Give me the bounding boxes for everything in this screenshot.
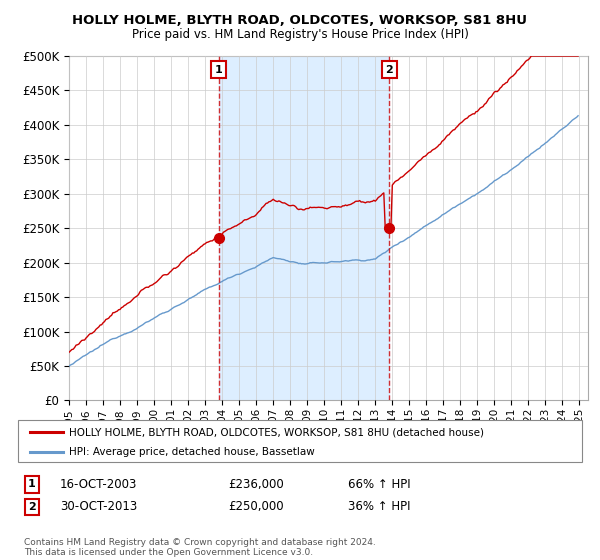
Text: 2: 2 — [28, 502, 35, 512]
Text: 16-OCT-2003: 16-OCT-2003 — [60, 478, 137, 491]
Text: £236,000: £236,000 — [228, 478, 284, 491]
Text: 36% ↑ HPI: 36% ↑ HPI — [348, 500, 410, 514]
Text: 66% ↑ HPI: 66% ↑ HPI — [348, 478, 410, 491]
Text: 30-OCT-2013: 30-OCT-2013 — [60, 500, 137, 514]
Text: Price paid vs. HM Land Registry's House Price Index (HPI): Price paid vs. HM Land Registry's House … — [131, 28, 469, 41]
Text: HOLLY HOLME, BLYTH ROAD, OLDCOTES, WORKSOP, S81 8HU (detached house): HOLLY HOLME, BLYTH ROAD, OLDCOTES, WORKS… — [69, 427, 484, 437]
Text: HPI: Average price, detached house, Bassetlaw: HPI: Average price, detached house, Bass… — [69, 447, 315, 457]
Text: 2: 2 — [386, 65, 393, 75]
Text: 1: 1 — [28, 479, 35, 489]
Text: 1: 1 — [215, 65, 223, 75]
Text: Contains HM Land Registry data © Crown copyright and database right 2024.
This d: Contains HM Land Registry data © Crown c… — [24, 538, 376, 557]
Bar — [218, 56, 389, 400]
Text: HOLLY HOLME, BLYTH ROAD, OLDCOTES, WORKSOP, S81 8HU: HOLLY HOLME, BLYTH ROAD, OLDCOTES, WORKS… — [73, 14, 527, 27]
Text: £250,000: £250,000 — [228, 500, 284, 514]
